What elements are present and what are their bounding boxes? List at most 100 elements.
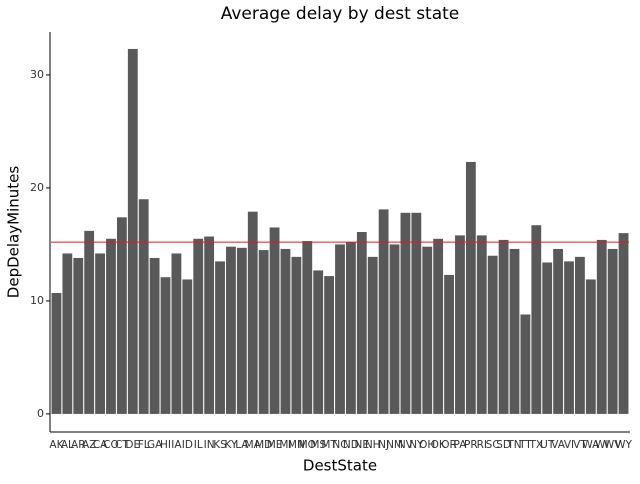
- bar: [444, 274, 454, 414]
- bar: [553, 248, 564, 414]
- bar: [95, 253, 105, 414]
- x-tick-label: ME: [267, 439, 283, 451]
- bar: [280, 248, 291, 414]
- x-tick-label: IA: [171, 439, 182, 451]
- x-tick-label: NJ: [378, 439, 389, 451]
- bar: [498, 239, 509, 414]
- bar: [378, 209, 389, 414]
- x-tick-label: MA: [245, 439, 262, 451]
- x-tick-label: MS: [310, 439, 326, 451]
- x-tick-label: MI: [279, 439, 291, 451]
- x-tick-label: DE: [125, 439, 140, 451]
- x-tick-label: PA: [454, 439, 468, 451]
- x-tick-label: IN: [204, 439, 215, 451]
- bar: [138, 199, 149, 414]
- x-tick-label: MO: [299, 439, 316, 451]
- bar: [465, 161, 476, 414]
- bar: [607, 248, 618, 414]
- y-axis-label: DepDelayMinutes: [5, 166, 23, 299]
- x-tick-label: HI: [160, 439, 171, 451]
- x-tick-label: SC: [486, 439, 500, 451]
- bar: [542, 262, 553, 414]
- x-tick-label: VI: [564, 439, 574, 451]
- x-tick-label: OR: [441, 439, 457, 451]
- x-axis-label: DestState: [303, 457, 377, 475]
- x-tick-label: ND: [343, 439, 359, 451]
- bar: [215, 261, 225, 414]
- x-tick-label: VA: [551, 439, 566, 451]
- x-tick-label: VT: [573, 439, 587, 451]
- x-tick-label: TX: [528, 439, 543, 451]
- x-tick-label: NM: [386, 439, 403, 451]
- x-tick-label: NY: [409, 439, 424, 451]
- bar: [324, 276, 335, 414]
- bar: [291, 256, 302, 414]
- x-tick-label: FL: [138, 439, 150, 451]
- x-tick-label: TT: [518, 439, 532, 451]
- bar: [389, 244, 400, 414]
- bar: [62, 253, 73, 414]
- bar: [564, 261, 574, 414]
- x-tick-label: NV: [398, 439, 414, 451]
- x-tick-label: AZ: [82, 439, 96, 451]
- x-tick-label: UT: [540, 439, 555, 451]
- bar: [226, 246, 236, 414]
- x-tick-label: WI: [595, 439, 608, 451]
- x-tick-label: MD: [255, 439, 272, 451]
- bar: [84, 230, 95, 414]
- bar: [411, 212, 422, 414]
- bar: [171, 253, 182, 414]
- bar: [269, 227, 280, 414]
- bar: [258, 250, 269, 414]
- x-tick-label: ID: [182, 439, 193, 451]
- bar: [182, 279, 193, 414]
- bar: [335, 244, 345, 414]
- bar: [302, 241, 313, 414]
- x-tick-label: AR: [71, 439, 85, 451]
- bar: [575, 256, 585, 414]
- x-tick-label: IL: [194, 439, 203, 451]
- bar: [487, 255, 498, 414]
- x-tick-label: WV: [604, 439, 622, 451]
- x-tick-label: NH: [365, 439, 381, 451]
- bar: [116, 217, 127, 414]
- bar: [476, 235, 487, 414]
- bar: [618, 233, 629, 414]
- bar: [160, 277, 171, 414]
- bar: [193, 238, 204, 414]
- x-tick-label: AL: [61, 439, 74, 451]
- x-tick-label: WA: [582, 439, 600, 451]
- bar: [204, 236, 215, 414]
- x-tick-label: KS: [213, 439, 227, 451]
- chart-title: Average delay by dest state: [221, 4, 460, 24]
- bar: [455, 235, 465, 414]
- bar: [520, 314, 531, 414]
- bar: [149, 257, 160, 414]
- x-tick-label: CT: [115, 439, 129, 451]
- x-tick-label: OH: [419, 439, 435, 451]
- x-tick-label: MN: [288, 439, 305, 451]
- bar: [236, 247, 247, 414]
- bar: [106, 238, 116, 414]
- bar: [247, 211, 258, 414]
- bar: [127, 48, 138, 414]
- x-tick-label: CO: [103, 439, 119, 451]
- x-tick-label: NC: [332, 439, 347, 451]
- x-tick-label: SD: [496, 439, 511, 451]
- bar: [400, 212, 411, 414]
- x-tick-label: CA: [93, 439, 108, 451]
- x-tick-label: GA: [147, 439, 163, 451]
- bar: [73, 257, 84, 414]
- bar: [356, 232, 367, 414]
- x-tick-label: TN: [506, 439, 521, 451]
- y-tick-label: 0: [37, 407, 44, 420]
- bar: [531, 225, 542, 414]
- bar: [313, 270, 324, 414]
- x-tick-label: MT: [321, 439, 337, 451]
- bar: [367, 256, 378, 414]
- x-tick-label: NE: [355, 439, 370, 451]
- x-tick-label: OK: [431, 439, 447, 451]
- bar: [51, 293, 62, 414]
- x-tick-label: LA: [235, 439, 249, 451]
